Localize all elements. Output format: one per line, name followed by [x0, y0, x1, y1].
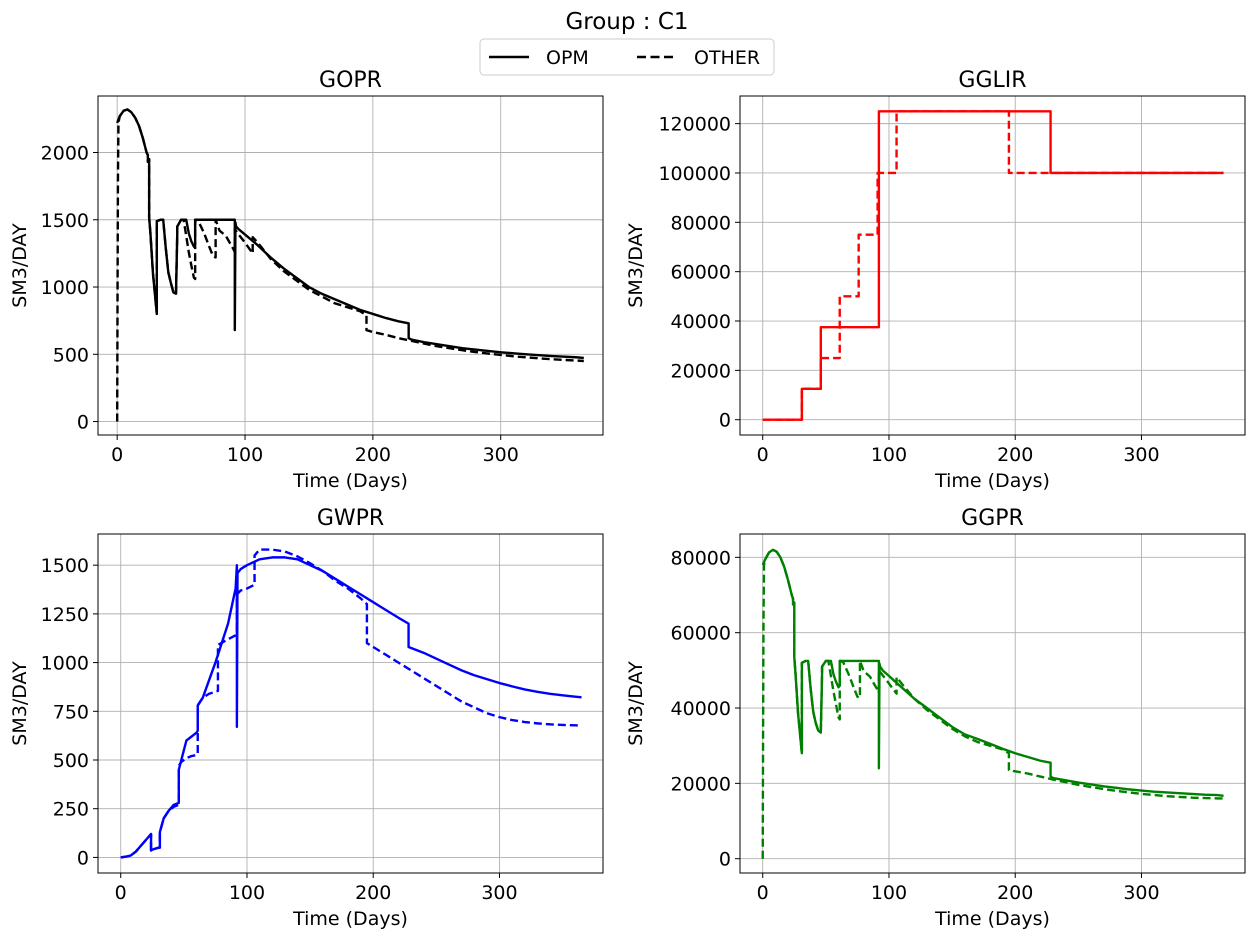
series-line-other [762, 110, 1224, 421]
x-tick-label: 200 [997, 882, 1033, 904]
y-tick-label: 80000 [671, 547, 731, 569]
x-axis-label: Time (Days) [292, 908, 408, 930]
x-tick-label: 0 [115, 882, 127, 904]
y-tick-label: 500 [53, 344, 89, 366]
y-tick-label: 100000 [658, 163, 731, 185]
y-tick-label: 0 [719, 849, 731, 871]
series-line-other [120, 548, 582, 859]
y-tick-label: 40000 [671, 698, 731, 720]
subplot-gglir: 0 100 200 300 0 20000 40000 60000 80000 100000 120… [625, 68, 1246, 492]
y-tick-label: 1250 [41, 604, 89, 626]
x-tick-label: 200 [355, 882, 391, 904]
subplot-ggpr: 0 100 200 300 0 20000 40000 60000 80000 GGPR Time … [625, 506, 1246, 930]
subplot-title: GGLIR [958, 68, 1026, 93]
y-axis-label: SM3/DAY [9, 661, 31, 746]
y-tick-label: 1000 [41, 653, 89, 675]
y-tick-label: 1500 [41, 555, 89, 577]
subplot-gwpr: 0 100 200 300 0 250 500 750 1000 1250 1500 GWPR Time… [9, 506, 604, 930]
y-axis-label: SM3/DAY [9, 223, 31, 308]
series-line-opm [120, 556, 582, 859]
plot-frame [739, 95, 1246, 436]
y-tick-label: 1000 [41, 277, 89, 299]
y-tick-label: 0 [719, 410, 731, 432]
legend-label-other: OTHER [694, 47, 760, 69]
y-tick-label: 500 [53, 750, 89, 772]
legend-label-opm: OPM [546, 47, 589, 69]
x-tick-label: 100 [227, 444, 263, 466]
series-line-other [761, 548, 1224, 859]
y-tick-label: 60000 [671, 262, 731, 284]
y-tick-label: 1500 [41, 210, 89, 232]
subplot-gopr: 0 100 200 300 0 500 1000 1500 2000 GOPR Time (Days… [9, 68, 604, 492]
subplot-title: GGPR [961, 506, 1024, 531]
subplot-title: GOPR [319, 68, 382, 93]
x-tick-label: 100 [229, 882, 265, 904]
x-axis-label: Time (Days) [934, 908, 1050, 930]
x-tick-label: 300 [481, 882, 517, 904]
x-tick-label: 0 [757, 444, 769, 466]
series-line-opm [761, 548, 1224, 797]
x-tick-label: 100 [871, 444, 907, 466]
x-tick-label: 300 [483, 444, 519, 466]
subplot-title: GWPR [317, 506, 384, 531]
x-tick-label: 200 [355, 444, 391, 466]
plot-frame [97, 533, 604, 874]
y-tick-label: 20000 [671, 773, 731, 795]
y-axis-label: SM3/DAY [625, 661, 647, 746]
y-tick-label: 0 [77, 847, 89, 869]
y-tick-label: 120000 [658, 114, 731, 136]
y-tick-label: 0 [77, 412, 89, 434]
x-tick-label: 0 [757, 882, 769, 904]
y-tick-label: 750 [53, 701, 89, 723]
x-tick-label: 100 [871, 882, 907, 904]
y-tick-label: 80000 [671, 212, 731, 234]
x-tick-label: 0 [111, 444, 123, 466]
figure-legend: OPM OTHER [479, 38, 775, 76]
series-line-other [115, 108, 584, 422]
x-tick-label: 300 [1123, 882, 1159, 904]
plot-frame [739, 533, 1246, 874]
plot-frame [97, 95, 604, 436]
y-tick-label: 2000 [41, 143, 89, 165]
x-axis-label: Time (Days) [292, 470, 408, 492]
y-tick-label: 250 [53, 799, 89, 821]
series-line-opm [762, 110, 1224, 421]
x-axis-label: Time (Days) [934, 470, 1050, 492]
x-tick-label: 300 [1123, 444, 1159, 466]
y-tick-label: 60000 [671, 623, 731, 645]
x-tick-label: 200 [997, 444, 1033, 466]
y-tick-label: 40000 [671, 311, 731, 333]
figure-title: Group : C1 [565, 9, 688, 35]
y-axis-label: SM3/DAY [625, 223, 647, 308]
y-tick-label: 20000 [671, 360, 731, 382]
series-line-opm [116, 108, 584, 360]
legend-frame [479, 38, 775, 76]
